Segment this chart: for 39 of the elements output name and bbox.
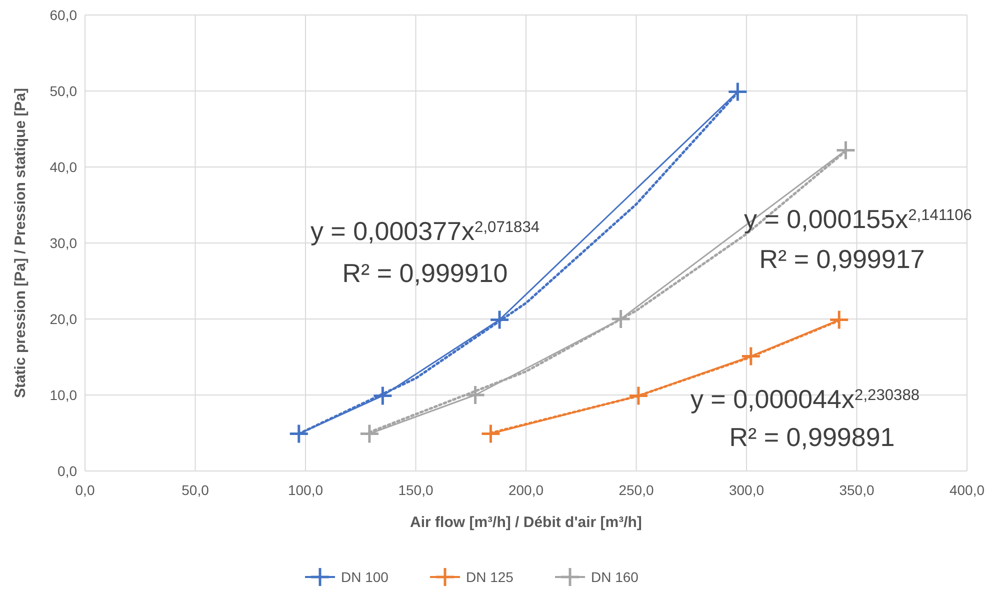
y-tick-label: 0,0 — [58, 463, 78, 479]
x-tick-label: 50,0 — [182, 482, 210, 498]
point — [480, 424, 501, 444]
x-axis-title: Air flow [m³/h] / Débit d'air [m³/h] — [410, 514, 642, 531]
y-tick-label: 20,0 — [50, 311, 78, 327]
legend-label: DN 125 — [466, 569, 514, 585]
x-tick-label: 400,0 — [949, 482, 985, 498]
point — [359, 424, 380, 444]
x-tick-label: 300,0 — [728, 482, 764, 498]
y-tick-label: 60,0 — [50, 7, 78, 23]
y-tick-label: 30,0 — [50, 235, 78, 251]
y-tick-label: 50,0 — [50, 83, 78, 99]
annotation: R² = 0,999891 — [729, 422, 895, 452]
legend-label: DN 100 — [341, 569, 389, 585]
point — [727, 82, 748, 102]
annotation: R² = 0,999910 — [342, 258, 508, 288]
annotation: R² = 0,999917 — [759, 244, 925, 274]
point — [288, 424, 310, 444]
x-tick-label: 150,0 — [398, 482, 434, 498]
x-tick-label: 100,0 — [288, 482, 324, 498]
x-tick-label: 0,0 — [75, 482, 95, 498]
x-tick-label: 250,0 — [618, 482, 654, 498]
legend-label: DN 160 — [591, 569, 639, 585]
point — [740, 346, 762, 366]
y-tick-label: 40,0 — [50, 159, 78, 175]
point — [610, 308, 632, 330]
point — [828, 310, 850, 330]
annotation: y = 0,000155x$^{2,141106}$ — [744, 204, 972, 234]
x-tick-label: 350,0 — [839, 482, 874, 498]
point — [628, 386, 649, 406]
y-axis-title: Static pression [Pa] / Pression statique [Pa] — [12, 88, 29, 398]
point — [372, 386, 393, 406]
annotation: y = 0,000377x$^{2,071834}$ — [310, 216, 540, 246]
point — [835, 140, 856, 161]
x-tick-label: 200,0 — [508, 482, 544, 498]
annotation: y = 0,000044x$^{2,230388}$ — [690, 384, 920, 414]
point — [489, 310, 510, 330]
y-tick-label: 10,0 — [50, 387, 78, 403]
point — [465, 384, 486, 406]
